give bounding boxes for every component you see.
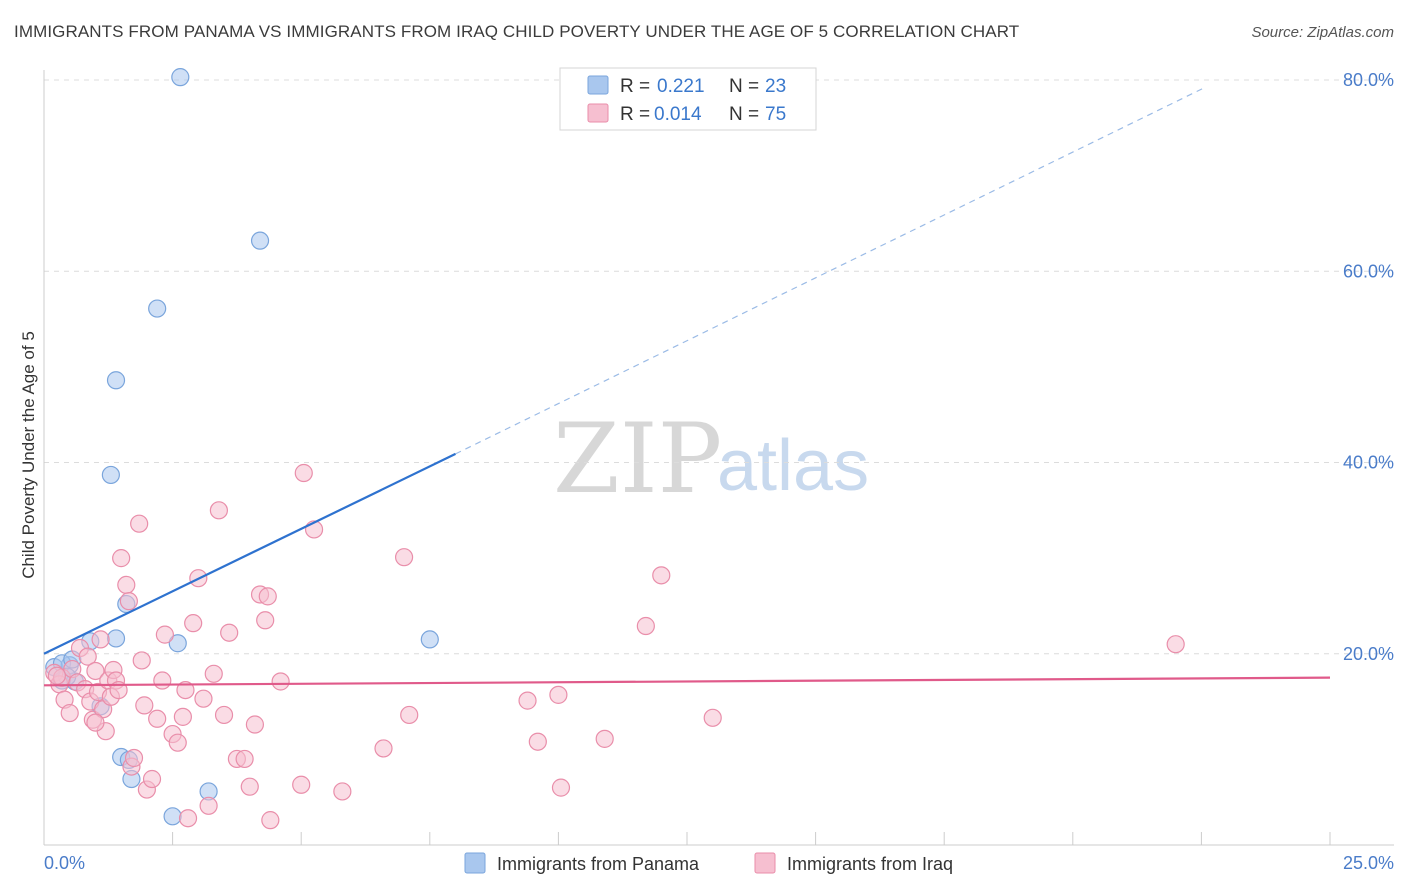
data-point (132, 651, 151, 670)
data-point (112, 549, 131, 568)
x-tick-label-max: 25.0% (1343, 853, 1394, 873)
watermark-zip: ZIP (553, 403, 722, 515)
data-point (86, 713, 105, 732)
trend-lines (43, 86, 1331, 687)
data-point (652, 566, 671, 585)
chart-title: IMMIGRANTS FROM PANAMA VS IMMIGRANTS FRO… (14, 22, 1020, 41)
series-legend-swatch-panama (464, 852, 486, 874)
data-point (78, 647, 97, 666)
data-point (106, 629, 126, 648)
data-point (148, 709, 167, 728)
y-tick-label-60: 60.0% (1343, 261, 1394, 281)
data-point (176, 680, 195, 700)
data-point (142, 769, 162, 789)
data-point (703, 708, 722, 727)
y-tick-label-80: 80.0% (1343, 70, 1394, 90)
data-point (101, 465, 120, 485)
data-point (549, 685, 568, 704)
data-point (209, 501, 228, 520)
y-tick-label-40: 40.0% (1343, 453, 1394, 473)
x-tick-marks (172, 832, 1331, 845)
legend-r-label-iraq: R = (620, 104, 650, 125)
gridlines (44, 79, 1394, 655)
data-point (271, 672, 290, 691)
data-point (250, 231, 270, 250)
series-points-iraq (45, 463, 1185, 830)
data-point (235, 749, 254, 769)
data-point (194, 689, 213, 708)
legend-swatch-panama (587, 75, 609, 95)
data-point (394, 548, 414, 567)
legend-n-value-panama: 23 (765, 76, 786, 97)
data-point (551, 778, 571, 797)
data-point (117, 575, 136, 595)
data-point (595, 729, 614, 748)
data-point (184, 614, 203, 633)
data-point (261, 811, 280, 830)
data-point (171, 68, 190, 87)
watermark-atlas: atlas (717, 426, 869, 506)
data-point (135, 696, 154, 715)
data-point (173, 707, 192, 726)
trend-line-extension-panama (455, 86, 1207, 455)
legend-n-label-iraq: N = (729, 104, 759, 125)
data-point (294, 463, 313, 483)
data-point (245, 715, 265, 734)
data-point (214, 705, 234, 725)
data-points (45, 68, 1185, 830)
data-point (420, 630, 439, 649)
y-tick-label-20: 20.0% (1343, 644, 1394, 664)
legend-r-label-panama: R = (620, 76, 650, 97)
legend-r-value-panama: 0.221 (657, 76, 705, 97)
data-point (91, 630, 110, 649)
data-point (60, 703, 79, 723)
data-point (155, 625, 174, 644)
legend-n-value-iraq: 75 (765, 104, 786, 125)
data-point (220, 623, 239, 642)
data-point (636, 616, 655, 636)
data-point (153, 671, 172, 690)
data-point (178, 809, 198, 828)
correlation-legend: R = 0.221 N = 23 R = 0.014 N = 75 (559, 67, 817, 131)
legend-n-label-panama: N = (729, 76, 759, 97)
series-legend-swatch-iraq (754, 852, 776, 874)
legend-swatch-iraq (587, 103, 609, 123)
data-point (333, 782, 352, 801)
y-tick-labels: 20.0% 40.0% 60.0% 80.0% (1343, 70, 1394, 664)
data-point (168, 733, 187, 752)
legend-r-value-iraq: 0.014 (654, 104, 702, 125)
y-axis-label: Child Poverty Under the Age of 5 (19, 331, 38, 579)
data-point (256, 611, 275, 630)
data-point (528, 732, 547, 751)
data-point (240, 777, 259, 796)
data-point (168, 634, 187, 653)
data-point (148, 299, 167, 318)
data-point (86, 661, 105, 681)
data-point (199, 796, 218, 815)
data-point (106, 371, 126, 390)
x-tick-label-min: 0.0% (44, 853, 85, 873)
watermark: ZIP atlas (553, 403, 869, 515)
data-point (292, 775, 311, 794)
series-legend: Immigrants from Panama Immigrants from I… (464, 852, 953, 874)
chart-source: Source: ZipAtlas.com (1251, 24, 1394, 41)
data-point (124, 748, 144, 768)
data-point (204, 664, 223, 683)
data-point (400, 705, 419, 725)
data-point (47, 666, 66, 685)
data-point (518, 691, 537, 710)
data-point (119, 592, 138, 611)
data-point (163, 807, 182, 826)
trend-line-panama (43, 452, 457, 655)
data-point (130, 514, 149, 533)
series-legend-label-iraq: Immigrants from Iraq (787, 854, 953, 874)
data-point (374, 739, 393, 758)
data-point (1166, 635, 1185, 654)
trend-line-iraq (43, 676, 1331, 687)
series-legend-label-panama: Immigrants from Panama (497, 854, 700, 874)
data-point (258, 587, 277, 606)
